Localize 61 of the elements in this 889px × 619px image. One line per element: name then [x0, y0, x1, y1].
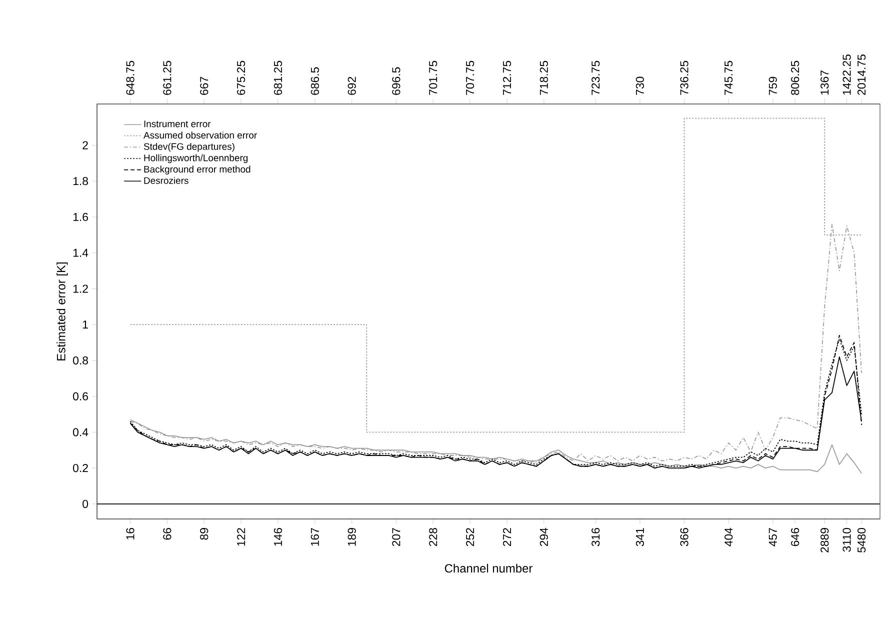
y-tick-label: 2: [82, 141, 88, 150]
x-tick-label: 146: [274, 528, 282, 546]
text: 806.25: [791, 60, 800, 95]
text: 723.75: [592, 60, 600, 95]
text: 1367: [820, 70, 829, 95]
y-tick-label: 1.8: [73, 177, 88, 186]
x-tick-label: 341: [636, 528, 644, 546]
text: 712.75: [502, 60, 512, 95]
text: 745.75: [724, 60, 733, 95]
y-tick-label: 0.8: [73, 356, 88, 364]
x-tick-label: 167: [310, 528, 319, 546]
y-tick-label: 0.6: [73, 392, 88, 400]
y-tick-label: 1: [82, 320, 88, 329]
text: 707.75: [466, 60, 474, 95]
text: 675.25: [236, 60, 246, 95]
x-tick-label: 3110: [842, 528, 851, 552]
text: 692: [348, 76, 356, 95]
y-tick-label: 0: [82, 500, 88, 508]
y-axis-title: Estimated error [K]: [56, 262, 68, 360]
text: 661.25: [163, 60, 172, 95]
legend-label: Desroziers: [144, 176, 188, 184]
y-tick-label: 0.2: [73, 464, 88, 472]
x-tick-label: 404: [724, 528, 733, 546]
x-tick-label: 272: [502, 528, 511, 546]
x-tick-label: 252: [466, 528, 474, 546]
x-tick-label: 122: [237, 528, 246, 546]
text: 696.5: [392, 67, 400, 95]
x-tick-label: 5480: [857, 528, 866, 553]
x-tick-label: 366: [680, 528, 688, 546]
x-tick-label: 316: [592, 528, 600, 546]
y-tick-label: 1.2: [73, 284, 88, 293]
text: 718.25: [540, 60, 548, 95]
text: 648.75: [126, 60, 134, 95]
text: 701.75: [429, 60, 438, 95]
y-tick-label: 0.4: [73, 428, 88, 436]
text: 1422.25: [842, 54, 851, 95]
text: 736.25: [680, 60, 688, 95]
legend-label: Background error method: [144, 166, 250, 174]
x-tick-label: 66: [163, 528, 172, 540]
text: 686.5: [310, 67, 319, 95]
legend-label: Stdev(FG departures): [144, 142, 234, 152]
text: 2014.75: [857, 54, 866, 95]
legend-label: Assumed observation error: [144, 132, 257, 139]
x-tick-label: 189: [348, 528, 356, 546]
x-tick-label: 457: [768, 528, 777, 546]
text: 681.25: [274, 60, 282, 95]
text: 759: [768, 76, 777, 95]
x-tick-label: 228: [429, 528, 438, 546]
x-tick-label: 89: [200, 528, 208, 540]
text: 730: [636, 76, 644, 95]
x-tick-label: 646: [791, 528, 800, 546]
x-tick-label: 2889: [820, 528, 829, 552]
legend-label: Instrument error: [144, 120, 211, 128]
x-tick-label: 16: [126, 528, 134, 540]
y-tick-label: 1.4: [73, 248, 88, 257]
y-tick-label: 1.6: [73, 212, 88, 222]
x-axis-title: Channel number: [444, 564, 532, 573]
x-tick-label: 294: [540, 528, 548, 546]
text: 667: [200, 76, 208, 95]
x-tick-label: 207: [392, 528, 400, 546]
legend-label: Hollingsworth/Loennberg: [144, 154, 248, 164]
